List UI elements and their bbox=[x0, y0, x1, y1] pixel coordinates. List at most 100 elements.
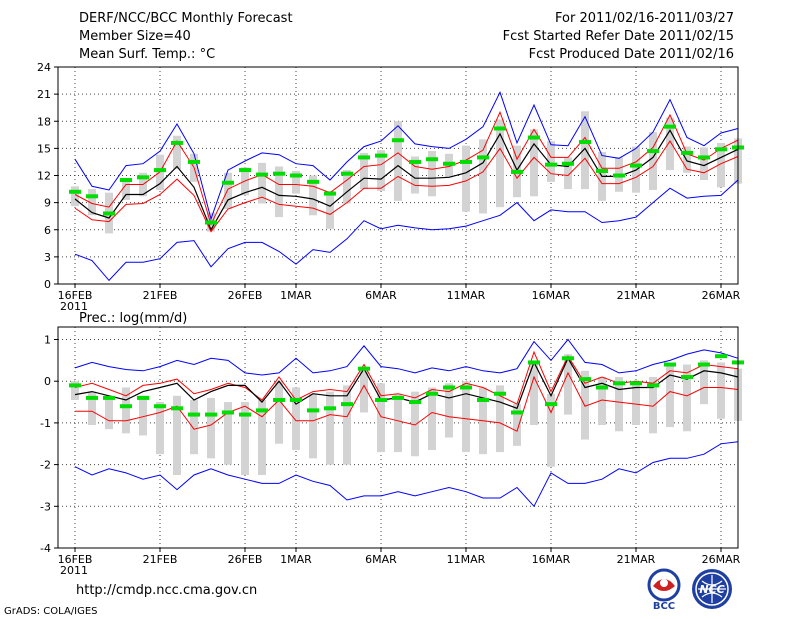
precip-plot-frame bbox=[57, 326, 739, 549]
temp-observed-mark-19 bbox=[375, 153, 387, 158]
temp-xtick-label-6: 16MAR bbox=[532, 289, 571, 302]
precip-observed-mark-10 bbox=[222, 410, 234, 415]
precip-range-box-20 bbox=[394, 393, 402, 453]
precip-observed-mark-28 bbox=[528, 360, 540, 365]
temp-observed-mark-23 bbox=[443, 161, 455, 166]
precip-range-box-18 bbox=[360, 366, 368, 413]
precip-range-box-6 bbox=[156, 402, 164, 455]
precip-range-box-24 bbox=[462, 381, 470, 453]
precip-range-box-39 bbox=[717, 362, 725, 419]
precip-xtick-label-4: 6MAR bbox=[365, 553, 397, 566]
temp-observed-mark-21 bbox=[409, 159, 421, 164]
temp-observed-mark-9 bbox=[205, 220, 217, 225]
precip-observed-mark-23 bbox=[443, 385, 455, 390]
bcc-logo: BCC bbox=[647, 568, 681, 611]
precip-xtick-label-5: 11MAR bbox=[447, 553, 486, 566]
fcst-produced-label: Fcst Produced Date 2011/02/16 bbox=[528, 47, 734, 62]
precip-range-box-16 bbox=[326, 391, 334, 465]
temp-observed-mark-39 bbox=[715, 147, 727, 152]
precip-observed-mark-35 bbox=[647, 383, 659, 388]
temp-observed-mark-6 bbox=[154, 168, 166, 173]
precip-range-box-1 bbox=[71, 381, 79, 400]
temp-observed-mark-18 bbox=[358, 155, 370, 160]
temp-range-box-24 bbox=[462, 145, 470, 212]
member-size-label: Member Size=40 bbox=[79, 29, 191, 44]
temp-observed-mark-12 bbox=[256, 172, 268, 177]
precip-ytick-label-1: -3 bbox=[40, 500, 51, 513]
temp-ytick-label-4: 12 bbox=[37, 170, 51, 183]
temp-range-box-22 bbox=[428, 151, 436, 197]
precip-range-box-3 bbox=[105, 395, 113, 430]
temp-ytick-label-8: 24 bbox=[37, 61, 51, 74]
temp-range-box-13 bbox=[275, 166, 283, 218]
temp-range-box-17 bbox=[343, 170, 351, 204]
precip-observed-mark-1 bbox=[69, 383, 81, 388]
temp-observed-mark-5 bbox=[137, 175, 149, 180]
temp-ytick-label-5: 15 bbox=[37, 142, 51, 155]
source-url[interactable]: http://cmdp.ncc.cma.gov.cn bbox=[76, 583, 258, 598]
variable-label: Mean Surf. Temp.: °C bbox=[79, 47, 216, 62]
temp-observed-mark-2 bbox=[86, 194, 98, 199]
temp-xtick-label-1: 21FEB bbox=[143, 289, 178, 302]
temp-range-box-4 bbox=[122, 181, 130, 200]
precip-series-min bbox=[74, 441, 739, 508]
temp-xtick-label-8: 26MAR bbox=[702, 289, 741, 302]
temp-observed-mark-17 bbox=[341, 171, 353, 176]
temp-observed-mark-38 bbox=[698, 155, 710, 160]
temp-xtick-label-2: 26FEB bbox=[228, 289, 263, 302]
temp-series-max bbox=[74, 90, 739, 221]
temp-range-box-25 bbox=[479, 139, 487, 214]
precip-range-box-21 bbox=[411, 391, 419, 457]
temp-range-box-28 bbox=[530, 129, 538, 197]
precip-range-box-19 bbox=[377, 383, 385, 453]
precip-range-box-7 bbox=[173, 395, 181, 476]
precip-observed-mark-25 bbox=[477, 397, 489, 402]
precip-observed-mark-9 bbox=[205, 412, 217, 417]
temp-observed-mark-31 bbox=[579, 140, 591, 145]
precip-range-box-38 bbox=[700, 360, 708, 405]
precip-range-box-23 bbox=[445, 383, 453, 438]
precip-observed-mark-26 bbox=[494, 391, 506, 396]
precip-series-max bbox=[74, 338, 739, 376]
temp-range-box-18 bbox=[360, 152, 368, 190]
precip-range-box-11 bbox=[241, 402, 249, 476]
precip-observed-mark-33 bbox=[613, 381, 625, 386]
ncc-logo: NCC bbox=[692, 569, 732, 609]
temp-range-box-39 bbox=[717, 142, 725, 188]
precip-range-box-15 bbox=[309, 393, 317, 459]
precip-range-box-30 bbox=[564, 354, 572, 415]
temp-observed-mark-22 bbox=[426, 157, 438, 162]
precip-observed-mark-11 bbox=[239, 412, 251, 417]
temp-xtick-label-3: 1MAR bbox=[280, 289, 312, 302]
temp-range-box-31 bbox=[581, 111, 589, 190]
temp-observed-mark-11 bbox=[239, 168, 251, 173]
precip-range-box-14 bbox=[292, 387, 300, 451]
temp-observed-mark-10 bbox=[222, 180, 234, 185]
precip-observed-mark-17 bbox=[341, 402, 353, 407]
precip-range-box-12 bbox=[258, 399, 266, 476]
temp-range-box-21 bbox=[411, 156, 419, 194]
temp-observed-mark-30 bbox=[562, 161, 574, 166]
temp-observed-mark-35 bbox=[647, 149, 659, 154]
temp-series-spread-upper bbox=[74, 110, 739, 226]
temp-observed-mark-4 bbox=[120, 178, 132, 183]
precip-range-box-17 bbox=[343, 385, 351, 465]
precip-observed-mark-31 bbox=[579, 377, 591, 382]
temp-observed-mark-14 bbox=[290, 173, 302, 178]
precip-xtick-label-7: 21MAR bbox=[617, 553, 656, 566]
precip-observed-mark-34 bbox=[630, 381, 642, 386]
temp-xtick-label-7: 21MAR bbox=[617, 289, 656, 302]
precip-observed-mark-22 bbox=[426, 391, 438, 396]
temp-observed-mark-34 bbox=[630, 163, 642, 168]
precip-observed-mark-37 bbox=[681, 375, 693, 380]
precip-observed-mark-30 bbox=[562, 356, 574, 361]
precip-xtick-label-1: 21FEB bbox=[143, 553, 178, 566]
precip-series-mean bbox=[74, 356, 739, 410]
temp-observed-mark-3 bbox=[103, 211, 115, 216]
temp-observed-mark-7 bbox=[171, 140, 183, 145]
temp-ytick-label-1: 3 bbox=[44, 251, 51, 264]
temp-range-box-30 bbox=[564, 157, 572, 190]
temp-series-spread-lower bbox=[74, 140, 739, 233]
precip-range-box-2 bbox=[88, 391, 96, 425]
